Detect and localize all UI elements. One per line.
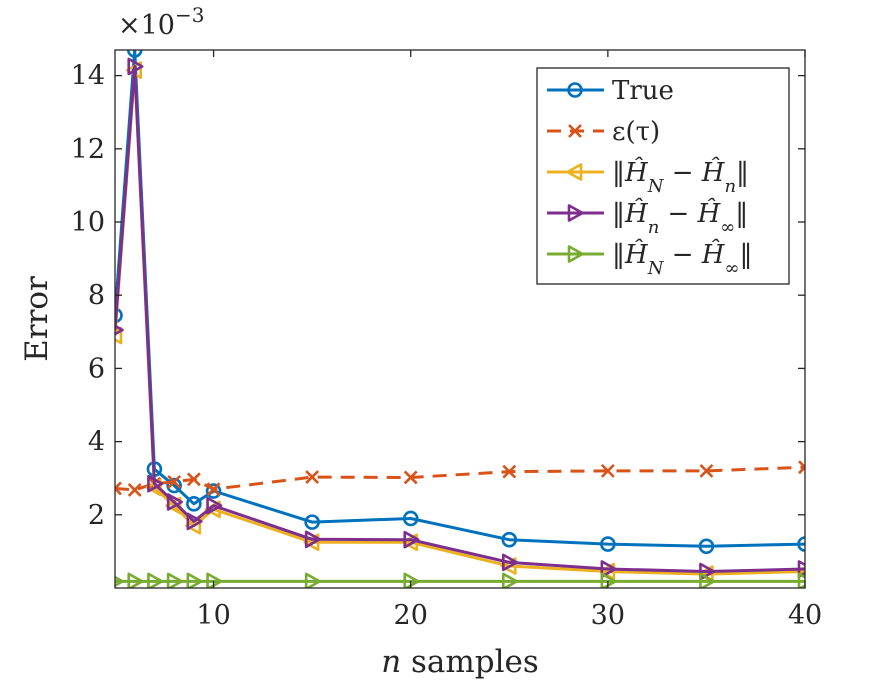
legend-entry-1: ε(τ) (547, 117, 660, 147)
x-tick-label: 10 (196, 600, 230, 631)
legend-box (536, 67, 790, 285)
data-point-0-1 (126, 50, 143, 58)
data-point-0-6 (304, 514, 320, 530)
legend-marker (567, 82, 583, 98)
data-point-3-3 (166, 493, 183, 511)
data-point-3-0 (115, 324, 124, 336)
data-point-1-3 (167, 474, 182, 489)
data-point-4-7 (403, 572, 420, 588)
series-4 (115, 572, 805, 588)
y-tick-label: 6 (88, 353, 105, 384)
axes-box (114, 49, 806, 589)
axes: 10 20 30 40 2 4 6 8 10 12 14 ×10−3 n samples Error (19, 3, 822, 680)
y-tick-label: 14 (71, 61, 105, 92)
data-point-4-0 (115, 575, 124, 588)
data-point-4-4 (186, 572, 203, 588)
data-point-4-9 (600, 572, 617, 588)
data-point-4-3 (166, 572, 183, 588)
x-tick-label: 20 (394, 600, 428, 631)
data-point-4-1 (127, 572, 144, 588)
plot-area (115, 50, 805, 588)
y-axis-multiplier: ×10−3 (118, 3, 204, 41)
legend-marker (567, 204, 584, 222)
data-point-3-11 (797, 560, 805, 578)
data-point-0-8 (501, 531, 518, 548)
data-point-1-0 (115, 481, 122, 496)
x-axis-label: n samples (381, 644, 539, 680)
data-point-1-7 (403, 470, 418, 485)
data-point-3-1 (127, 57, 144, 76)
y-tick-label: 2 (88, 500, 105, 531)
data-point-3-2 (147, 474, 164, 493)
data-point-0-9 (600, 536, 616, 552)
data-point-1-5 (206, 482, 221, 497)
data-point-4-5 (206, 572, 223, 588)
data-point-3-5 (206, 496, 223, 515)
series-3 (115, 57, 805, 581)
series-line-3 (115, 65, 805, 573)
data-point-3-9 (600, 560, 617, 578)
data-point-4-6 (304, 572, 321, 588)
data-point-3-6 (304, 530, 321, 549)
x-tick-label: 40 (788, 600, 822, 631)
data-point-1-6 (305, 470, 320, 485)
data-point-0-0 (115, 307, 123, 324)
y-axis-label: Error (19, 276, 55, 362)
legend-label: True (612, 76, 674, 106)
data-point-0-7 (402, 510, 419, 527)
x-tick-label: 30 (591, 600, 625, 631)
data-point-0-5 (205, 483, 222, 499)
data-point-1-9 (600, 463, 615, 478)
data-point-0-11 (797, 536, 805, 552)
data-point-3-4 (186, 512, 203, 531)
data-point-0-3 (166, 477, 182, 494)
y-tick-label: 8 (88, 280, 105, 311)
series-1 (115, 460, 805, 497)
data-point-4-11 (797, 572, 805, 588)
data-point-4-2 (147, 572, 164, 588)
legend-marker (567, 245, 584, 263)
data-point-3-8 (501, 553, 519, 572)
data-point-1-8 (502, 464, 517, 479)
legend-marker (568, 124, 582, 138)
legend-marker (566, 163, 583, 181)
data-point-3-10 (699, 562, 716, 581)
y-tick-label: 4 (88, 427, 105, 458)
data-point-0-10 (698, 538, 715, 555)
data-point-1-10 (699, 463, 714, 478)
legend-entry-0: True (547, 76, 674, 106)
data-point-4-10 (699, 572, 716, 588)
data-point-0-4 (186, 496, 202, 512)
data-point-2-0 (115, 326, 123, 345)
data-point-3-7 (403, 530, 420, 549)
data-point-1-1 (127, 482, 142, 497)
data-point-4-8 (501, 572, 519, 588)
y-tick-label: 10 (71, 207, 105, 238)
y-tick-label: 12 (71, 134, 105, 165)
data-point-1-11 (798, 460, 805, 475)
legend-label: ε(τ) (612, 117, 660, 147)
data-point-1-4 (186, 472, 201, 487)
